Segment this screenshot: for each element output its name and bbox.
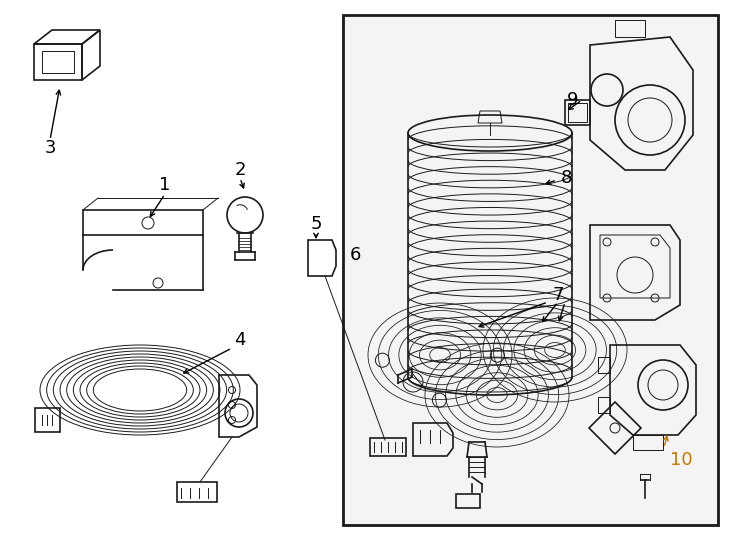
Text: 5: 5	[310, 215, 321, 233]
Text: 7: 7	[552, 286, 564, 304]
Text: 10: 10	[669, 451, 692, 469]
Bar	[345, 17, 716, 523]
Text: 9: 9	[567, 91, 578, 109]
Bar	[343, 15, 718, 525]
Text: 8: 8	[560, 169, 572, 187]
Text: 1: 1	[159, 176, 171, 194]
Bar	[343, 15, 718, 525]
Text: 3: 3	[44, 139, 56, 157]
Text: 6: 6	[349, 246, 360, 264]
Text: 2: 2	[234, 161, 246, 179]
Text: 4: 4	[234, 331, 246, 349]
